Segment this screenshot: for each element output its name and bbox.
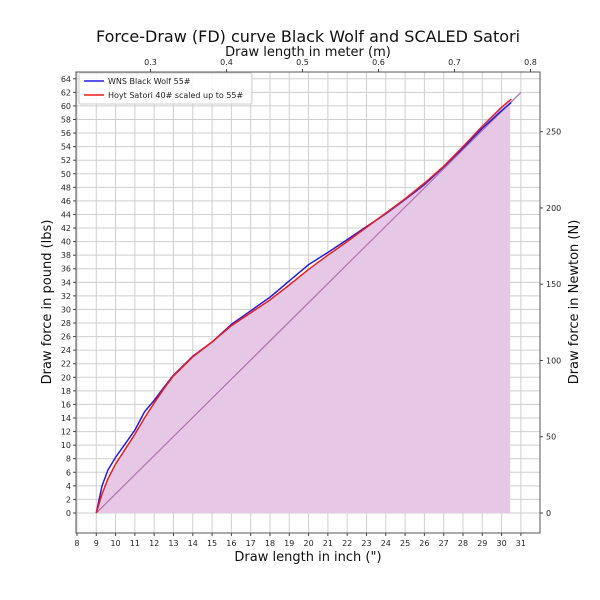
secondary-x-tick-label: 0.8 — [524, 58, 537, 67]
series-hoyt-satori — [95, 98, 512, 514]
y-tick-label: 44 — [61, 210, 71, 219]
plot-frame — [75, 71, 541, 534]
y-tick-label: 10 — [61, 441, 71, 450]
y-tick-label: 56 — [61, 129, 71, 138]
x-tick-label: 30 — [496, 539, 506, 548]
y-tick-label: 12 — [61, 428, 71, 437]
y-tick-label: 34 — [61, 278, 71, 287]
legend: WNS Black Wolf 55# Hoyt Satori 40# scale… — [78, 72, 253, 105]
y-tick-label: 26 — [61, 333, 71, 342]
y-tick-label: 40 — [61, 238, 71, 247]
y-tick-label: 42 — [61, 224, 71, 233]
y-tick-label: 28 — [61, 319, 71, 328]
x-tick-label: 29 — [477, 539, 487, 548]
y-tick-label: 4 — [66, 482, 71, 491]
y-tick-label: 32 — [61, 292, 71, 301]
secondary-y-tick-label: 100 — [546, 356, 561, 365]
x-tick-label: 19 — [284, 539, 294, 548]
x-tick-label: 27 — [439, 539, 449, 548]
secondary-x-tick-label: 0.6 — [372, 58, 385, 67]
secondary-y-tick-label: 150 — [546, 280, 561, 289]
secondary-x-axis-label: Draw length in meter (m) — [225, 45, 391, 60]
secondary-y-tick-label: 200 — [546, 204, 561, 213]
x-tick-label: 8 — [74, 539, 79, 548]
axis-ticks: 8 9 10 11 12 13 14 15 16 17 18 19 20 21 22 23 24 25 26 27 28… — [61, 58, 561, 548]
x-tick-label: 15 — [207, 539, 217, 548]
legend-box — [78, 72, 253, 105]
y-tick-label: 60 — [61, 102, 71, 111]
y-tick-label: 2 — [66, 495, 71, 504]
y-axis-label: Draw force in pound (lbs) — [40, 220, 55, 385]
x-tick-label: 10 — [110, 539, 120, 548]
x-tick-label: 25 — [400, 539, 410, 548]
x-tick-label: 21 — [323, 539, 333, 548]
legend-label-black-wolf: WNS Black Wolf 55# — [108, 77, 191, 86]
area-fill — [96, 99, 511, 513]
legend-label-hoyt-satori: Hoyt Satori 40# scaled up to 55# — [108, 91, 243, 100]
x-tick-label: 9 — [94, 539, 99, 548]
y-tick-label: 24 — [61, 346, 71, 355]
x-tick-label: 14 — [188, 539, 198, 548]
secondary-x-tick-label: 0.7 — [448, 58, 461, 67]
x-tick-label: 26 — [419, 539, 429, 548]
y-tick-label: 62 — [61, 88, 71, 97]
x-tick-label: 16 — [226, 539, 236, 548]
y-tick-label: 14 — [61, 414, 71, 423]
x-tick-label: 17 — [246, 539, 256, 548]
y-tick-label: 16 — [61, 400, 71, 409]
x-tick-label: 20 — [303, 539, 313, 548]
x-tick-label: 12 — [149, 539, 159, 548]
y-tick-label: 6 — [66, 468, 71, 477]
x-tick-label: 18 — [265, 539, 275, 548]
y-tick-label: 18 — [61, 387, 71, 396]
x-tick-label: 23 — [361, 539, 371, 548]
y-tick-label: 50 — [61, 170, 71, 179]
data-series — [95, 98, 512, 514]
y-tick-label: 52 — [61, 156, 71, 165]
y-tick-label: 48 — [61, 183, 71, 192]
secondary-x-tick-label: 0.5 — [296, 58, 309, 67]
y-tick-label: 46 — [61, 197, 71, 206]
y-tick-label: 0 — [66, 509, 71, 518]
secondary-y-tick-label: 0 — [546, 509, 551, 518]
secondary-y-axis-label: Draw force in Newton (N) — [567, 220, 582, 385]
y-tick-label: 20 — [61, 373, 71, 382]
x-tick-label: 24 — [381, 539, 391, 548]
area-fill-path — [96, 99, 511, 513]
y-tick-label: 38 — [61, 251, 71, 260]
reference-diagonal-line — [95, 91, 522, 514]
secondary-y-tick-label: 50 — [546, 433, 556, 442]
secondary-x-tick-label: 0.4 — [220, 58, 233, 67]
series-black-wolf — [95, 101, 512, 514]
x-axis-label: Draw length in inch (") — [234, 550, 381, 565]
y-tick-label: 36 — [61, 265, 71, 274]
y-tick-label: 64 — [61, 75, 71, 84]
y-tick-label: 58 — [61, 115, 71, 124]
y-tick-label: 8 — [66, 455, 71, 464]
x-tick-label: 31 — [516, 539, 526, 548]
secondary-x-tick-label: 0.3 — [144, 58, 157, 67]
y-tick-label: 54 — [61, 143, 71, 152]
y-tick-label: 30 — [61, 305, 71, 314]
reference-line — [95, 91, 522, 514]
chart-title: Force-Draw (FD) curve Black Wolf and SCA… — [96, 27, 520, 46]
secondary-y-tick-label: 250 — [546, 128, 561, 137]
x-tick-label: 11 — [130, 539, 140, 548]
y-tick-label: 22 — [61, 360, 71, 369]
x-tick-label: 22 — [342, 539, 352, 548]
x-tick-label: 13 — [168, 539, 178, 548]
x-tick-label: 28 — [458, 539, 468, 548]
